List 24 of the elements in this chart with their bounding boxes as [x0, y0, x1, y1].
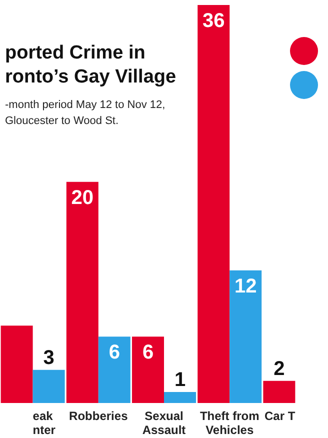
- bar: [230, 270, 262, 403]
- data-label: 3: [43, 346, 54, 369]
- x-tick-label: eak nter: [32, 409, 56, 437]
- data-label: 6: [108, 342, 120, 364]
- data-label: 2: [274, 358, 285, 380]
- data-label: 20: [71, 186, 94, 209]
- bar: [164, 392, 196, 403]
- bar: [66, 182, 98, 403]
- x-tick-label: Robberies: [69, 409, 128, 423]
- bar: [32, 370, 65, 403]
- data-label: 1: [174, 368, 186, 391]
- text: ported Crime in ronto’s Gay Village: [5, 42, 176, 88]
- bar: [263, 380, 296, 403]
- bar: [198, 5, 230, 403]
- x-tick-label: Car T: [264, 409, 296, 423]
- data-label: 12: [234, 275, 257, 298]
- text: -month period May 12 to Nov 12, Gloucester to Wood St.: [5, 99, 166, 127]
- data-label: 6: [142, 342, 154, 364]
- data-label: 36: [202, 10, 225, 32]
- bar: [0, 326, 33, 403]
- x-tick-label: Sexual Assault: [142, 409, 186, 437]
- bar: [98, 336, 130, 403]
- bar: [132, 336, 164, 403]
- x-tick-label: Theft from Vehicles: [200, 409, 260, 437]
